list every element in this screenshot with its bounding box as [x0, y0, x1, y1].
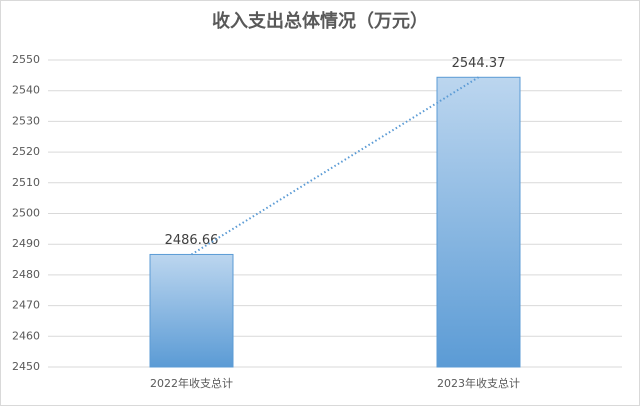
y-tick-label: 2490 — [12, 237, 40, 250]
trendline — [190, 76, 480, 256]
y-tick-label: 2530 — [12, 114, 40, 127]
bar — [436, 76, 521, 368]
chart-title: 收入支出总体情况（万元） — [212, 10, 428, 32]
y-tick-label: 2550 — [12, 53, 40, 66]
y-tick-label: 2500 — [12, 207, 40, 220]
y-tick-label: 2450 — [12, 360, 40, 373]
value-label: 2486.66 — [165, 233, 219, 248]
value-label: 2544.37 — [452, 56, 506, 71]
y-tick-label: 2470 — [12, 299, 40, 312]
y-tick-label: 2460 — [12, 329, 40, 342]
bar — [149, 253, 234, 368]
x-tick-label: 2022年收支总计 — [150, 376, 233, 390]
y-tick-label: 2520 — [12, 145, 40, 158]
y-tick-label: 2540 — [12, 84, 40, 97]
y-tick-label: 2510 — [12, 176, 40, 189]
y-tick-label: 2480 — [12, 268, 40, 281]
x-tick-label: 2023年收支总计 — [437, 376, 520, 390]
